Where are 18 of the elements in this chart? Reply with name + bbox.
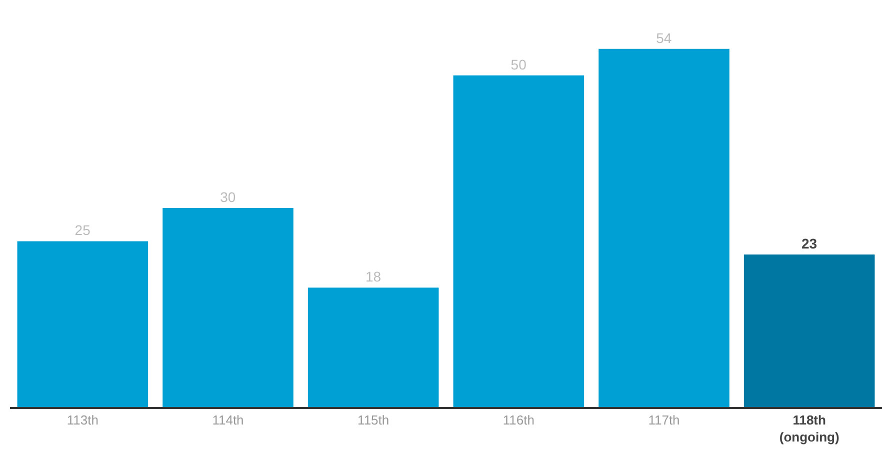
x-tick-label: 113th — [66, 412, 98, 428]
data-label: 18 — [365, 268, 382, 285]
data-label: 23 — [801, 235, 818, 252]
x-tick-label: 116th — [502, 412, 534, 428]
data-label: 54 — [656, 30, 672, 46]
x-tick-label: 114th — [212, 412, 244, 428]
x-tick-label: 115th — [358, 412, 390, 428]
bar — [17, 241, 148, 407]
bar — [453, 75, 584, 407]
data-label: 25 — [74, 222, 91, 238]
data-label: 30 — [220, 189, 236, 206]
bar — [162, 208, 294, 407]
bar — [598, 48, 730, 407]
bar — [308, 288, 439, 407]
x-tick-label: 117th — [648, 412, 680, 428]
bar — [744, 254, 875, 407]
x-tick-label: 118th (ongoing) — [779, 412, 840, 444]
data-label: 50 — [510, 56, 527, 72]
